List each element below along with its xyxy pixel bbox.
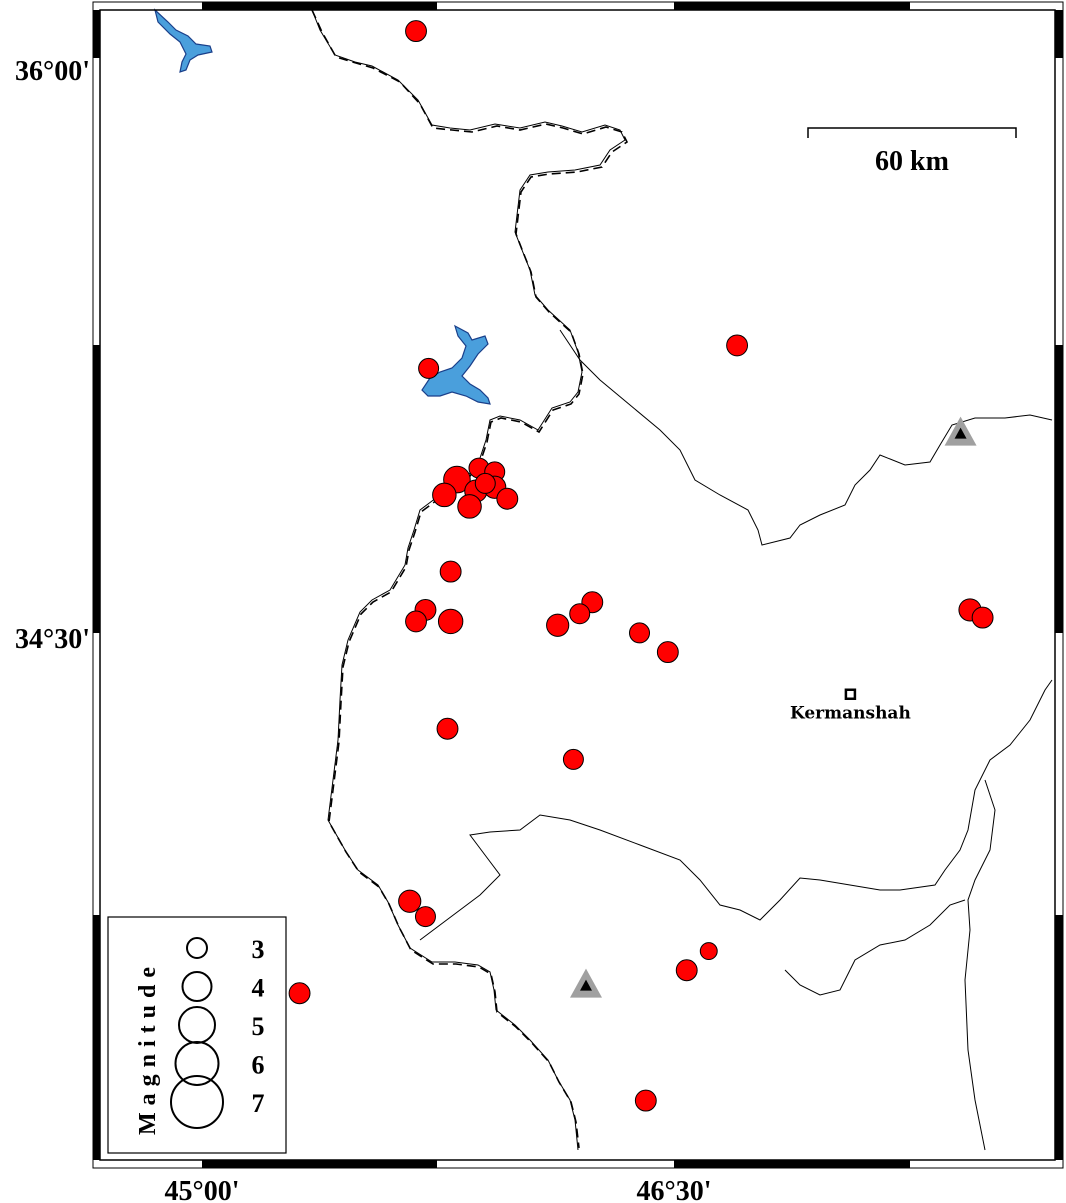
legend-circle: [181, 971, 213, 1002]
earthquake-marker: [405, 20, 427, 43]
earthquake-marker: [439, 560, 462, 583]
map-frame: [92, 1, 1064, 1169]
legend: Magnitude 3 4 5 6 7: [107, 916, 287, 1154]
earthquake-marker: [432, 482, 457, 508]
earthquake-marker: [699, 942, 718, 961]
lon-tick-label: 45°00': [165, 1176, 240, 1203]
earthquake-marker: [634, 1089, 657, 1112]
legend-circle: [174, 1041, 220, 1086]
earthquake-marker: [457, 494, 482, 519]
earthquake-marker: [437, 608, 464, 635]
earthquake-events: [288, 20, 994, 1112]
legend-title: Magnitude: [135, 960, 161, 1135]
volcano-icon: [944, 416, 977, 446]
earthquake-marker: [288, 982, 311, 1005]
lake-central: [421, 324, 491, 405]
scale-bar: 60 km: [807, 127, 1017, 177]
earthquake-marker: [398, 889, 422, 913]
earthquake-marker: [971, 606, 994, 629]
legend-circle: [186, 937, 208, 959]
earthquake-marker: [405, 610, 427, 633]
earthquake-marker: [629, 622, 651, 644]
lon-tick-label: 46°30': [637, 1176, 712, 1203]
volcanoes: [569, 416, 977, 998]
earthquake-marker: [562, 748, 584, 770]
city-label: Kermanshah: [790, 703, 911, 723]
lake-north: [153, 8, 213, 73]
earthquake-marker: [496, 487, 519, 510]
lat-tick-label: 36°00': [15, 56, 90, 87]
city-marker-icon: [844, 688, 857, 700]
legend-label: 7: [252, 1089, 265, 1118]
earthquake-marker: [546, 613, 570, 637]
volcano-icon: [569, 968, 602, 998]
earthquake-marker: [726, 334, 749, 357]
earthquake-marker: [675, 959, 698, 982]
legend-label: 6: [252, 1051, 265, 1080]
scale-bar-label: 60 km: [875, 146, 949, 177]
earthquake-marker: [436, 717, 459, 740]
legend-label: 4: [252, 974, 265, 1003]
international-border: [311, 9, 629, 1151]
earthquake-marker: [569, 603, 591, 625]
earthquake-marker: [474, 472, 496, 494]
earthquake-marker: [418, 357, 440, 379]
legend-circle: [170, 1075, 224, 1129]
province-borders: [419, 329, 1053, 1151]
lat-tick-label: 34°30': [15, 624, 90, 655]
earthquake-marker: [414, 906, 436, 928]
legend-label: 5: [252, 1012, 265, 1041]
legend-label: 3: [252, 935, 265, 964]
earthquake-marker: [656, 641, 679, 664]
